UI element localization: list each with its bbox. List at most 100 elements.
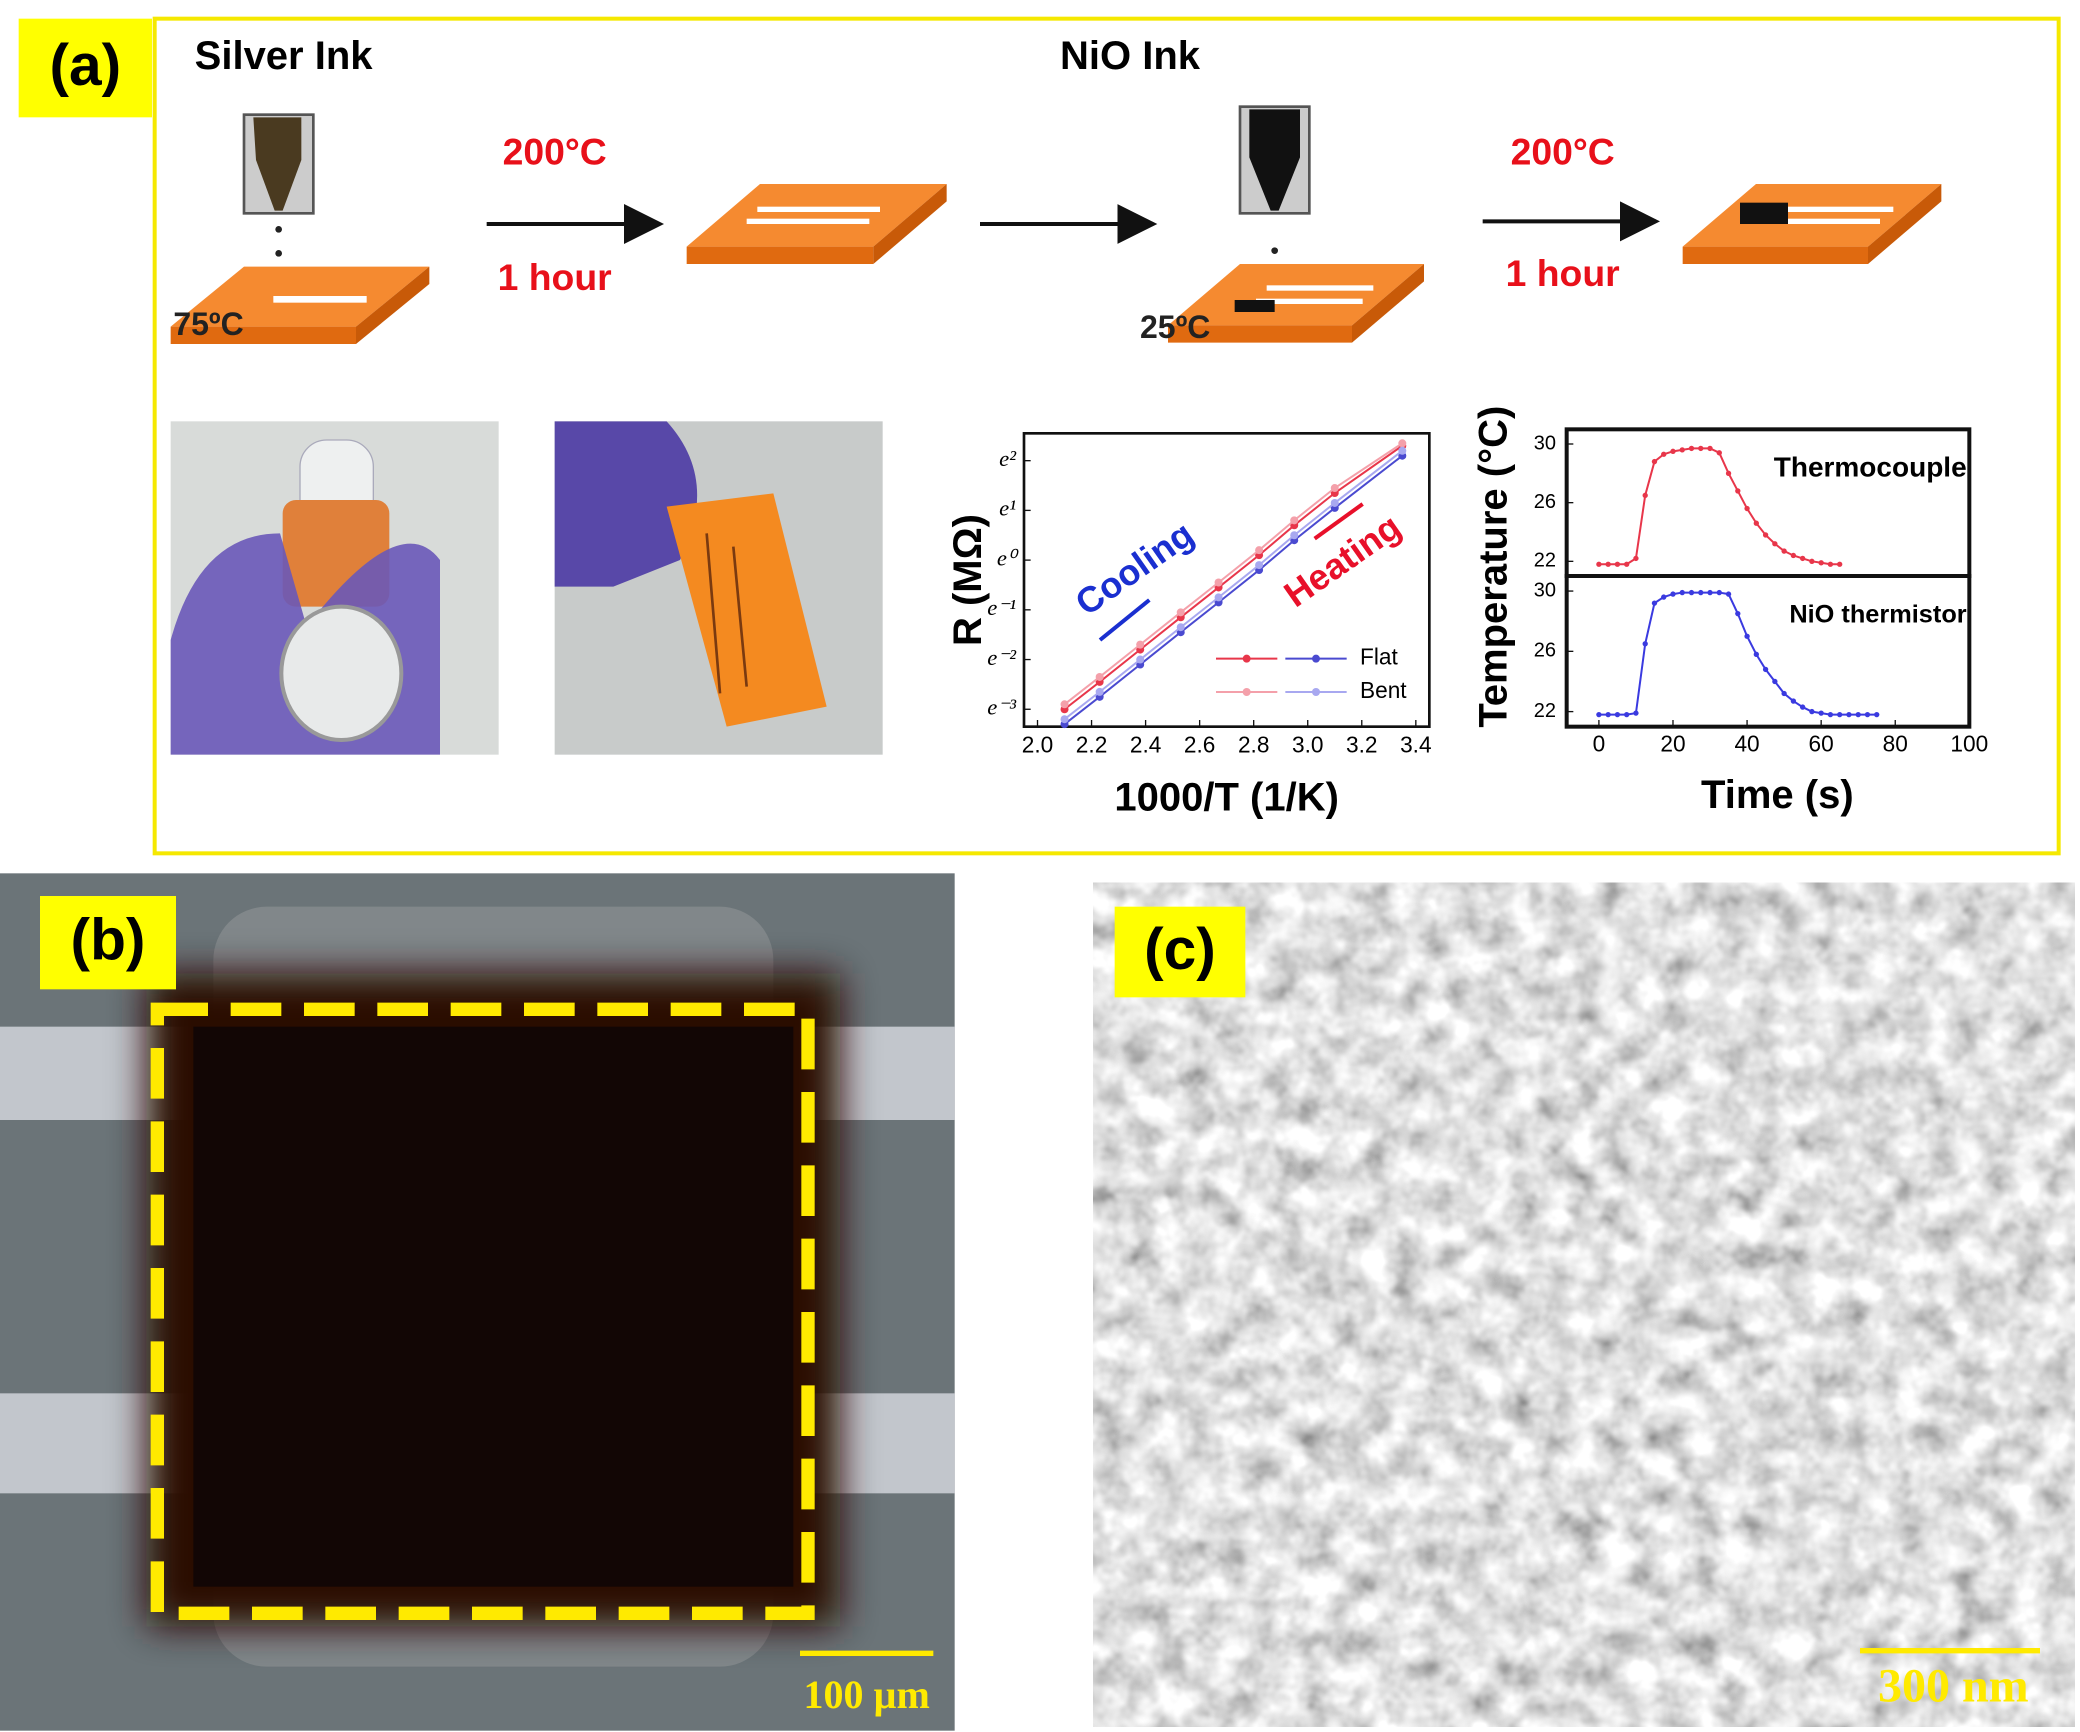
x-tick-label: 2.6 (1184, 732, 1216, 758)
data-point (1633, 555, 1639, 562)
series-label: Thermocouple (1774, 452, 1967, 483)
data-point (1799, 704, 1806, 710)
x-tick-label: 3.4 (1400, 732, 1432, 758)
x-tick-label: 40 (1734, 730, 1759, 756)
flexible-film (666, 493, 827, 727)
data-point (1818, 710, 1824, 716)
label-box (18, 18, 152, 118)
data-point (1688, 589, 1695, 596)
droplet (275, 250, 282, 257)
data-point (1614, 711, 1621, 718)
droplet (275, 226, 282, 233)
x-tick-label: 2.2 (1076, 732, 1108, 758)
substrate (873, 184, 947, 264)
label-box (1114, 906, 1246, 998)
nio-pad (1234, 300, 1275, 312)
step-label: Silver Ink (195, 34, 374, 78)
legend-swatch (1242, 654, 1251, 663)
data-point (1651, 458, 1658, 465)
scale-label: 100 µm (803, 1672, 929, 1717)
droplet (1271, 247, 1278, 254)
x-tick-label: 100 (1950, 730, 1988, 756)
data-point (1176, 608, 1185, 617)
y-tick-label: e¹ (999, 496, 1016, 521)
data-point (1837, 711, 1843, 718)
silver-line (1266, 285, 1374, 291)
data-point (1735, 488, 1741, 494)
data-point (1698, 589, 1704, 596)
x-tick-label: 80 (1883, 730, 1908, 756)
data-point (1725, 591, 1732, 597)
x-axis-label: Time (s) (1701, 773, 1854, 817)
silver-line (1256, 298, 1363, 304)
data-point (1136, 655, 1145, 664)
electrode (705, 533, 748, 694)
data-point (1596, 561, 1602, 567)
x-tick-label: 0 (1593, 730, 1606, 756)
annotation-arrow (1313, 502, 1364, 541)
highlight-box (150, 1002, 815, 1620)
data-point (1255, 546, 1264, 555)
substrate (1868, 184, 1942, 264)
data-point (1698, 445, 1704, 452)
substrate (170, 326, 356, 344)
data-point (1330, 498, 1339, 507)
data-point (1809, 708, 1815, 715)
data-point (1837, 561, 1843, 567)
data-point (1753, 651, 1759, 658)
y-tick-label: 30 (1534, 579, 1556, 601)
x-axis-label: 1000/T (1/K) (1114, 776, 1339, 820)
vial (279, 604, 404, 742)
data-point (1725, 470, 1732, 476)
data-point (1642, 492, 1648, 498)
step-time: 1 hour (1506, 252, 1620, 294)
nio-film (193, 1026, 794, 1587)
data-point (1762, 532, 1769, 538)
x-tick-label: 3.0 (1292, 732, 1324, 758)
data-point (1670, 448, 1676, 454)
annotation: Cooling (1068, 513, 1201, 623)
silver-line (1773, 218, 1880, 224)
y-axis-label: Temperature (°C) (1472, 406, 1516, 728)
data-point (1624, 561, 1630, 567)
data-point (1707, 589, 1713, 596)
data-point (1846, 711, 1852, 718)
sem-image (1093, 882, 2075, 1727)
data-point (1642, 641, 1648, 647)
x-tick-label: 2.4 (1130, 732, 1162, 758)
data-point (1716, 589, 1722, 596)
panel-label: (c) (1144, 917, 1216, 982)
data-point (1214, 578, 1223, 587)
panel-label: (b) (71, 908, 146, 973)
plot-frame (1564, 573, 1972, 729)
data-point (1330, 484, 1339, 493)
y-tick-label: e⁻³ (987, 694, 1017, 719)
y-tick-label: 22 (1534, 700, 1556, 722)
y-tick-label: e² (999, 446, 1017, 471)
data-point (1772, 678, 1778, 685)
ink (1249, 109, 1300, 211)
data-point (1398, 446, 1407, 455)
substrate (1168, 264, 1424, 326)
data-point (1809, 558, 1815, 564)
y-tick-label: 26 (1534, 640, 1556, 662)
substrate (1682, 246, 1868, 264)
data-point (1781, 548, 1787, 554)
data-point (1255, 561, 1264, 570)
glove (554, 421, 698, 587)
data-point (1679, 447, 1685, 453)
data-point (1605, 561, 1611, 567)
data-point (1136, 640, 1145, 649)
step-time: 1 hour (498, 256, 612, 298)
annotation-arrow (1098, 598, 1151, 642)
data-point (1095, 687, 1104, 696)
data-point (1651, 600, 1658, 606)
y-tick-label: 22 (1534, 550, 1556, 572)
y-tick-label: 26 (1534, 491, 1556, 513)
data-point (1095, 672, 1104, 681)
data-point (1762, 666, 1769, 673)
data-point (1290, 516, 1299, 525)
legend-label: Bent (1360, 677, 1407, 703)
data-point (1398, 439, 1407, 448)
